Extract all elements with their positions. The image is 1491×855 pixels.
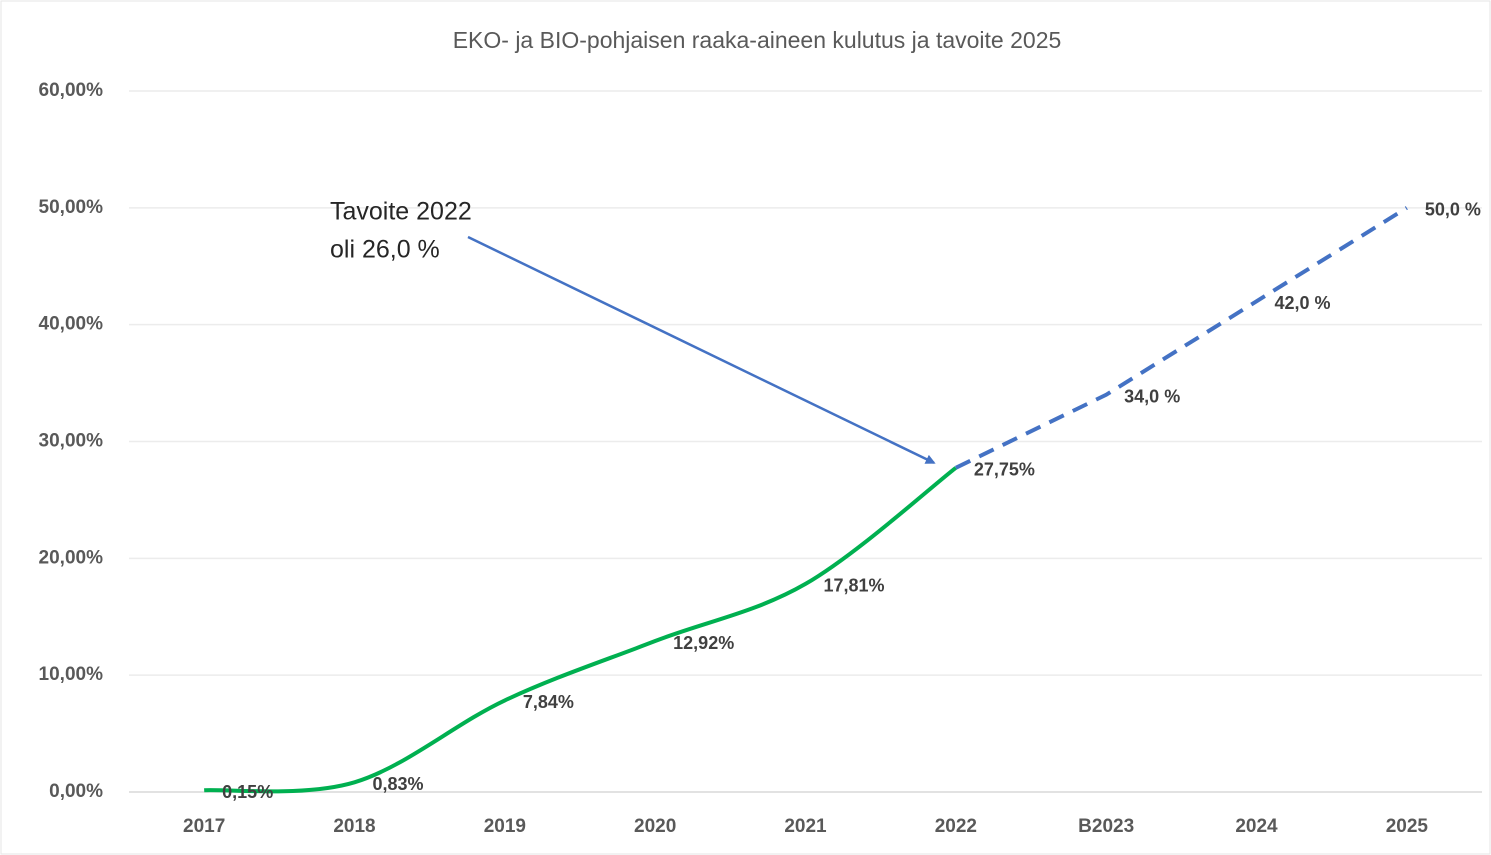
data-label: 0,15% [222,782,273,802]
x-tick-label: 2017 [183,816,225,837]
x-tick-label: 2021 [784,816,827,837]
data-label: 12,92% [673,633,734,653]
x-tick-label: 2018 [333,816,375,837]
y-tick-label: 40,00% [39,314,104,335]
annotation: Tavoite 2022 [330,198,472,226]
data-label: 42,0 % [1275,293,1331,313]
x-tick-label: B2023 [1078,816,1134,837]
x-tick-label: 2019 [484,816,526,837]
annotation-arrow [467,235,936,464]
y-tick-label: 60,00% [39,80,104,101]
y-tick-label: 50,00% [39,197,104,218]
data-label: 50,0 % [1425,200,1481,220]
line-series [204,466,958,794]
annotation: oli 26,0 % [330,236,440,264]
y-tick-label: 0,00% [49,781,103,802]
y-tick-label: 30,00% [39,431,104,452]
data-label: 17,81% [824,576,885,596]
data-label: 34,0 % [1124,387,1180,407]
y-tick-label: 20,00% [39,547,104,568]
x-tick-label: 2022 [935,816,977,837]
line-series [954,206,1408,470]
x-tick-label: 2020 [634,816,676,837]
data-label: 7,84% [523,692,574,712]
data-label: 0,83% [373,774,424,794]
chart-title: EKO- ja BIO-pohjaisen raaka-aineen kulut… [453,27,1062,53]
data-label: 27,75% [974,460,1035,480]
x-tick-label: 2024 [1235,816,1278,837]
y-tick-label: 10,00% [39,664,104,685]
x-tick-label: 2025 [1386,816,1429,837]
